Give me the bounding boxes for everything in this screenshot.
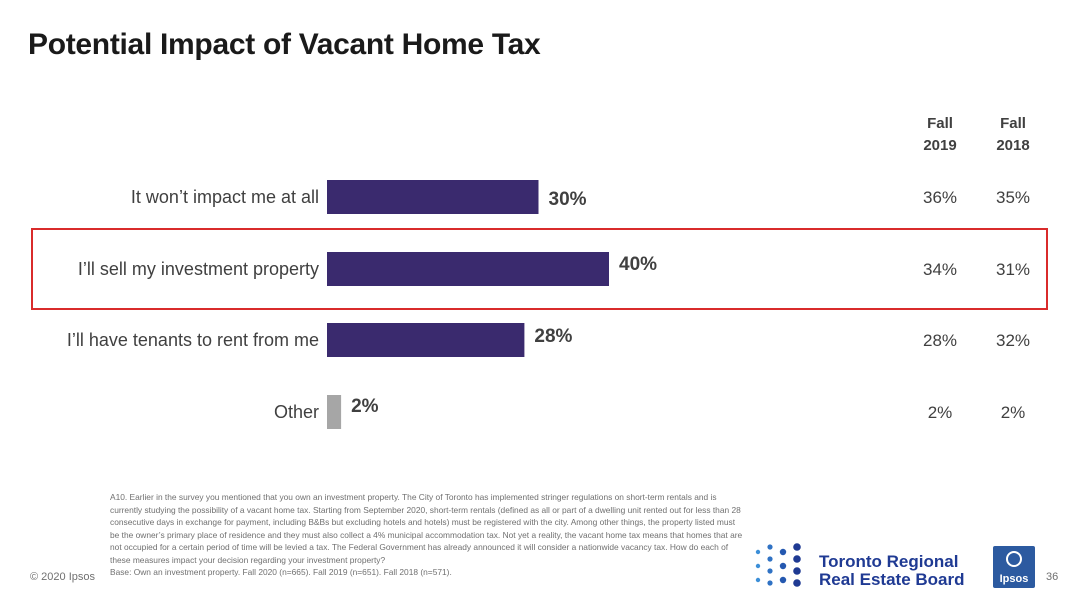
- bar: [327, 180, 539, 214]
- fall-2019-value: 36%: [923, 188, 957, 207]
- trreb-name: Toronto Regional Real Estate Board: [819, 552, 965, 589]
- fall-2019-value: 2%: [928, 403, 953, 422]
- trreb-dots-icon: [755, 543, 801, 587]
- category-label: I’ll sell my investment property: [78, 259, 319, 279]
- fall-2019-value: 34%: [923, 260, 957, 279]
- data-label: 30%: [549, 189, 587, 210]
- fall-2018-value: 32%: [996, 331, 1030, 350]
- ipsos-logo: Ipsos: [993, 546, 1035, 588]
- ipsos-globe-icon: [1006, 551, 1022, 567]
- category-label: I’ll have tenants to rent from me: [67, 330, 319, 350]
- fall-2018-value: 2%: [1001, 403, 1026, 422]
- category-label: It won’t impact me at all: [131, 187, 319, 207]
- footnote-base: Base: Own an investment property. Fall 2…: [110, 567, 452, 577]
- trreb-logo: Toronto Regional Real Estate Board: [754, 543, 984, 589]
- bar: [327, 252, 609, 286]
- copyright: © 2020 Ipsos: [30, 571, 95, 583]
- column-header-fall-2018: Fall 2018: [996, 115, 1030, 154]
- data-label: 28%: [534, 326, 572, 347]
- column-header-fall-2019: Fall 2019: [923, 115, 957, 154]
- bar: [327, 395, 342, 429]
- category-label: Other: [274, 402, 319, 422]
- data-label: 2%: [351, 396, 379, 417]
- bar-chart: It won’t impact me at all 30% 36% 35% I’ll s…: [67, 180, 1030, 429]
- fall-2018-value: 35%: [996, 188, 1030, 207]
- footnote-question: A10. Earlier in the survey you mentioned…: [110, 492, 743, 565]
- fall-2019-value: 28%: [923, 331, 957, 350]
- data-label: 40%: [619, 254, 657, 275]
- page-number: 36: [1046, 571, 1059, 583]
- footnote: A10. Earlier in the survey you mentioned…: [110, 491, 746, 579]
- page-title: Potential Impact of Vacant Home Tax: [28, 28, 541, 61]
- fall-2018-value: 31%: [996, 260, 1030, 279]
- bar: [327, 323, 525, 357]
- highlight-box: [31, 228, 1048, 310]
